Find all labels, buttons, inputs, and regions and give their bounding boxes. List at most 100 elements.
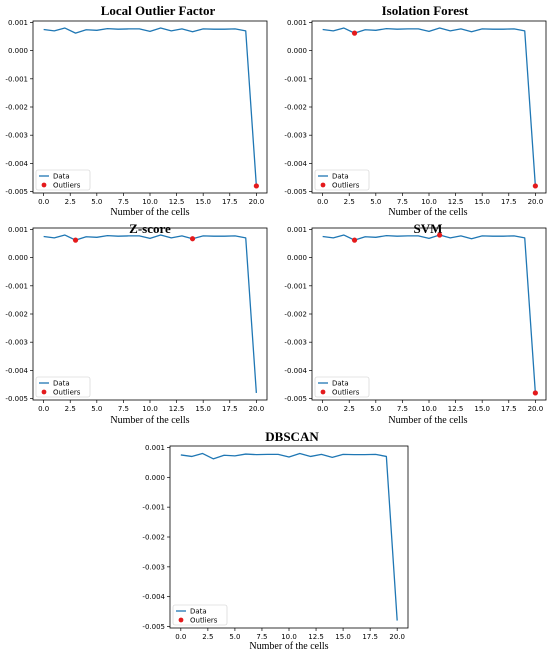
- x-tick-label: 2.5: [344, 198, 355, 206]
- plot-frame: [169, 445, 409, 629]
- x-tick-label: 20.0: [249, 198, 265, 206]
- series-line-data: [43, 234, 258, 393]
- y-tick-label: -0.002: [5, 311, 28, 319]
- plot-marks: [322, 27, 538, 189]
- legend-dot-swatch: [320, 389, 326, 395]
- x-tick-label: 17.5: [222, 198, 238, 206]
- legend: Data Outliers: [314, 169, 370, 191]
- axis-ticks: 0.0 2.5 5.0 7.5 10.0 12.5 15.0 17.5 20.0 0.001 0.0…: [142, 444, 405, 641]
- y-tick-label: -0.003: [5, 132, 28, 140]
- plot-marks: [322, 232, 538, 396]
- axis-ticks: 0.0 2.5 5.0 7.5 10.0 12.5 15.0 17.5 20.0 0.001 0.0…: [284, 226, 543, 413]
- y-tick-label: -0.003: [284, 339, 307, 347]
- x-axis-label: Number of the cells: [388, 207, 467, 218]
- series-line-data: [180, 452, 398, 621]
- panel-z-score: Z-score 0.0 2.5 5.0 7.5 10.0 12.5 15.0 17.5 20.0…: [5, 221, 268, 426]
- outlier-point: [532, 390, 538, 396]
- y-tick-label: 0.000: [145, 474, 165, 482]
- outlier-point: [351, 30, 358, 36]
- y-tick-label: -0.004: [284, 160, 307, 168]
- y-tick-label: -0.005: [284, 395, 307, 403]
- x-tick-label: 15.0: [195, 198, 211, 206]
- x-tick-label: 5.0: [91, 198, 102, 206]
- y-tick-label: -0.005: [5, 188, 28, 196]
- legend-label-data: Data: [53, 380, 70, 388]
- legend-label-outliers: Outliers: [332, 389, 360, 397]
- y-tick-label: 0.001: [145, 444, 165, 452]
- x-tick-label: 2.5: [65, 198, 76, 206]
- y-tick-label: -0.005: [284, 188, 307, 196]
- x-tick-label: 2.5: [202, 633, 213, 641]
- x-tick-label: 7.5: [118, 198, 129, 206]
- x-tick-label: 7.5: [397, 405, 408, 413]
- legend-box: [35, 376, 91, 398]
- x-tick-label: 10.0: [421, 405, 437, 413]
- x-tick-label: 5.0: [229, 633, 240, 641]
- x-tick-label: 20.0: [528, 198, 544, 206]
- plot-frame: [32, 227, 268, 401]
- x-tick-label: 12.5: [448, 405, 464, 413]
- y-tick-label: 0.000: [287, 47, 307, 55]
- x-tick-label: 10.0: [421, 198, 437, 206]
- legend-label-data: Data: [190, 608, 207, 616]
- y-tick-label: -0.001: [284, 282, 307, 290]
- panel-dbscan: DBSCAN 0.0 2.5 5.0 7.5 10.0 12.5 15.0 17.5 20.00…: [142, 429, 409, 652]
- y-tick-label: 0.001: [287, 19, 307, 27]
- y-tick-label: 0.000: [287, 254, 307, 262]
- x-tick-label: 12.5: [448, 198, 464, 206]
- plot-frame: [311, 20, 547, 194]
- legend-box: [172, 604, 228, 626]
- legend-label-data: Data: [53, 173, 70, 181]
- x-tick-label: 17.5: [501, 405, 517, 413]
- outlier-point: [253, 183, 259, 189]
- x-tick-label: 5.0: [370, 405, 381, 413]
- axis-ticks: 0.0 2.5 5.0 7.5 10.0 12.5 15.0 17.5 20.0 0.001 0.0…: [5, 19, 264, 206]
- panel-title: Z-score: [129, 221, 171, 236]
- x-axis-label: Number of the cells: [110, 207, 189, 218]
- x-tick-label: 15.0: [474, 405, 490, 413]
- plot-marks: [180, 452, 398, 621]
- series-line-data: [43, 27, 258, 186]
- x-tick-label: 0.0: [317, 405, 328, 413]
- x-axis-label: Number of the cells: [249, 641, 328, 652]
- legend-box: [35, 169, 91, 191]
- legend-label-data: Data: [332, 380, 349, 388]
- legend: Data Outliers: [172, 604, 228, 626]
- x-tick-label: 2.5: [65, 405, 76, 413]
- plot-frame: [311, 227, 547, 401]
- legend: Data Outliers: [35, 376, 91, 398]
- x-tick-label: 12.5: [169, 198, 185, 206]
- x-tick-label: 7.5: [256, 633, 267, 641]
- x-tick-label: 0.0: [175, 633, 186, 641]
- x-tick-label: 7.5: [118, 405, 129, 413]
- x-tick-label: 10.0: [142, 405, 158, 413]
- x-tick-label: 20.0: [249, 405, 265, 413]
- x-tick-label: 10.0: [142, 198, 158, 206]
- x-tick-label: 7.5: [397, 198, 408, 206]
- x-tick-label: 20.0: [528, 405, 544, 413]
- panel-local-outlier-factor: Local Outlier Factor 0.0 2.5 5.0 7.5 10.0 12.…: [5, 3, 268, 218]
- y-tick-label: -0.002: [284, 104, 307, 112]
- legend-label-outliers: Outliers: [332, 182, 360, 190]
- y-tick-label: 0.000: [8, 254, 28, 262]
- x-tick-label: 20.0: [389, 633, 405, 641]
- y-tick-label: -0.004: [284, 367, 307, 375]
- x-tick-label: 15.0: [474, 198, 490, 206]
- axis-ticks: 0.0 2.5 5.0 7.5 10.0 12.5 15.0 17.5 20.0 0.001 0.0…: [5, 226, 264, 413]
- panel-title: SVM: [414, 221, 443, 236]
- panel-svm: SVM 0.0 2.5 5.0 7.5 10.0 12.5 15.0 17.5 20.0 0.00…: [284, 221, 547, 426]
- plot-frame: [32, 20, 268, 194]
- plot-marks: [43, 234, 258, 393]
- legend-dot-swatch: [41, 182, 47, 188]
- panel-title: Isolation Forest: [382, 3, 469, 18]
- x-tick-label: 10.0: [281, 633, 297, 641]
- outlier-point: [351, 237, 358, 243]
- legend-label-outliers: Outliers: [53, 182, 81, 190]
- x-tick-label: 12.5: [169, 405, 185, 413]
- y-tick-label: -0.004: [5, 367, 28, 375]
- x-tick-label: 2.5: [344, 405, 355, 413]
- y-tick-label: 0.001: [287, 226, 307, 234]
- legend-box: [314, 376, 370, 398]
- y-tick-label: -0.001: [5, 282, 28, 290]
- legend-label-outliers: Outliers: [190, 617, 218, 625]
